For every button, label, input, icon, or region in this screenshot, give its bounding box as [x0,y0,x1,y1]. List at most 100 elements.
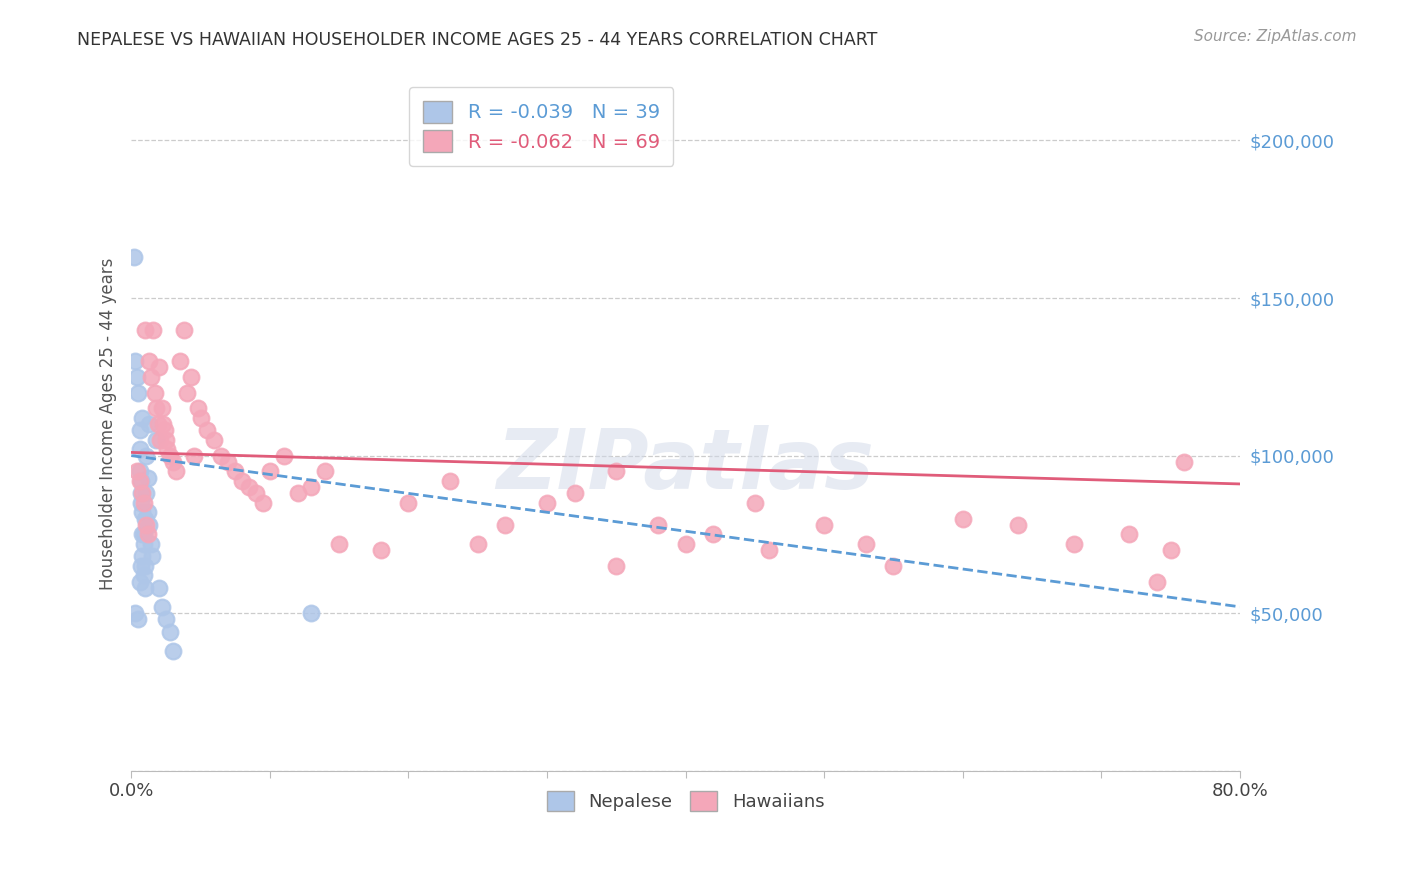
Point [131,549,153,564]
Point [131,505,153,519]
Legend: Nepalese, Hawaiians: Nepalese, Hawaiians [534,778,837,824]
Point [125,464,148,478]
Point [952,511,974,525]
Point [128,464,150,478]
Point [134,558,156,573]
Point [136,505,159,519]
Point [150,401,173,416]
Point [128,423,150,437]
Point [183,449,205,463]
Point [197,423,219,437]
Point [396,496,419,510]
Point [155,612,177,626]
Text: Source: ZipAtlas.com: Source: ZipAtlas.com [1194,29,1357,44]
Point [328,537,350,551]
Point [138,517,160,532]
Point [135,449,157,463]
Point [134,322,156,336]
Point [149,433,172,447]
Point [127,385,149,400]
Point [131,410,153,425]
Point [162,644,184,658]
Point [135,517,157,532]
Point [370,543,392,558]
Point [176,385,198,400]
Point [813,517,835,532]
Point [127,612,149,626]
Point [882,558,904,573]
Point [131,486,153,500]
Point [1146,574,1168,589]
Point [141,549,163,564]
Point [287,486,309,500]
Point [148,581,170,595]
Point [1160,543,1182,558]
Point [145,401,167,416]
Point [1063,537,1085,551]
Point [245,486,267,500]
Point [299,480,322,494]
Point [605,464,627,478]
Point [132,568,155,582]
Point [209,449,232,463]
Point [467,537,489,551]
Point [159,449,181,463]
Point [180,369,202,384]
Point [605,558,627,573]
Point [139,537,162,551]
Point [138,417,160,431]
Point [1173,455,1195,469]
Point [702,527,724,541]
Point [131,527,153,541]
Point [439,474,461,488]
Point [564,486,586,500]
Point [134,581,156,595]
Point [132,537,155,551]
Point [758,543,780,558]
Point [217,455,239,469]
Point [202,433,225,447]
Point [143,385,166,400]
Point [134,511,156,525]
Point [150,599,173,614]
Point [152,417,174,431]
Point [139,369,162,384]
Point [159,625,181,640]
Point [129,486,152,500]
Point [252,496,274,510]
Point [136,470,159,484]
Point [647,517,669,532]
Point [128,574,150,589]
Point [536,496,558,510]
Point [129,496,152,510]
Point [155,433,177,447]
Point [122,250,145,264]
Point [273,449,295,463]
Point [187,401,209,416]
Point [138,354,160,368]
Point [153,423,176,437]
Point [238,480,260,494]
Point [165,464,187,478]
Point [146,417,169,431]
Point [299,606,322,620]
Point [136,527,159,541]
Point [125,369,148,384]
Point [129,558,152,573]
Point [162,455,184,469]
Text: NEPALESE VS HAWAIIAN HOUSEHOLDER INCOME AGES 25 - 44 YEARS CORRELATION CHART: NEPALESE VS HAWAIIAN HOUSEHOLDER INCOME … [77,31,877,49]
Point [124,354,146,368]
Point [132,527,155,541]
Point [135,486,157,500]
Point [1118,527,1140,541]
Point [124,606,146,620]
Point [173,322,195,336]
Point [148,360,170,375]
Point [744,496,766,510]
Point [259,464,281,478]
Point [494,517,516,532]
Point [128,474,150,488]
Point [156,442,179,457]
Point [142,322,165,336]
Point [314,464,336,478]
